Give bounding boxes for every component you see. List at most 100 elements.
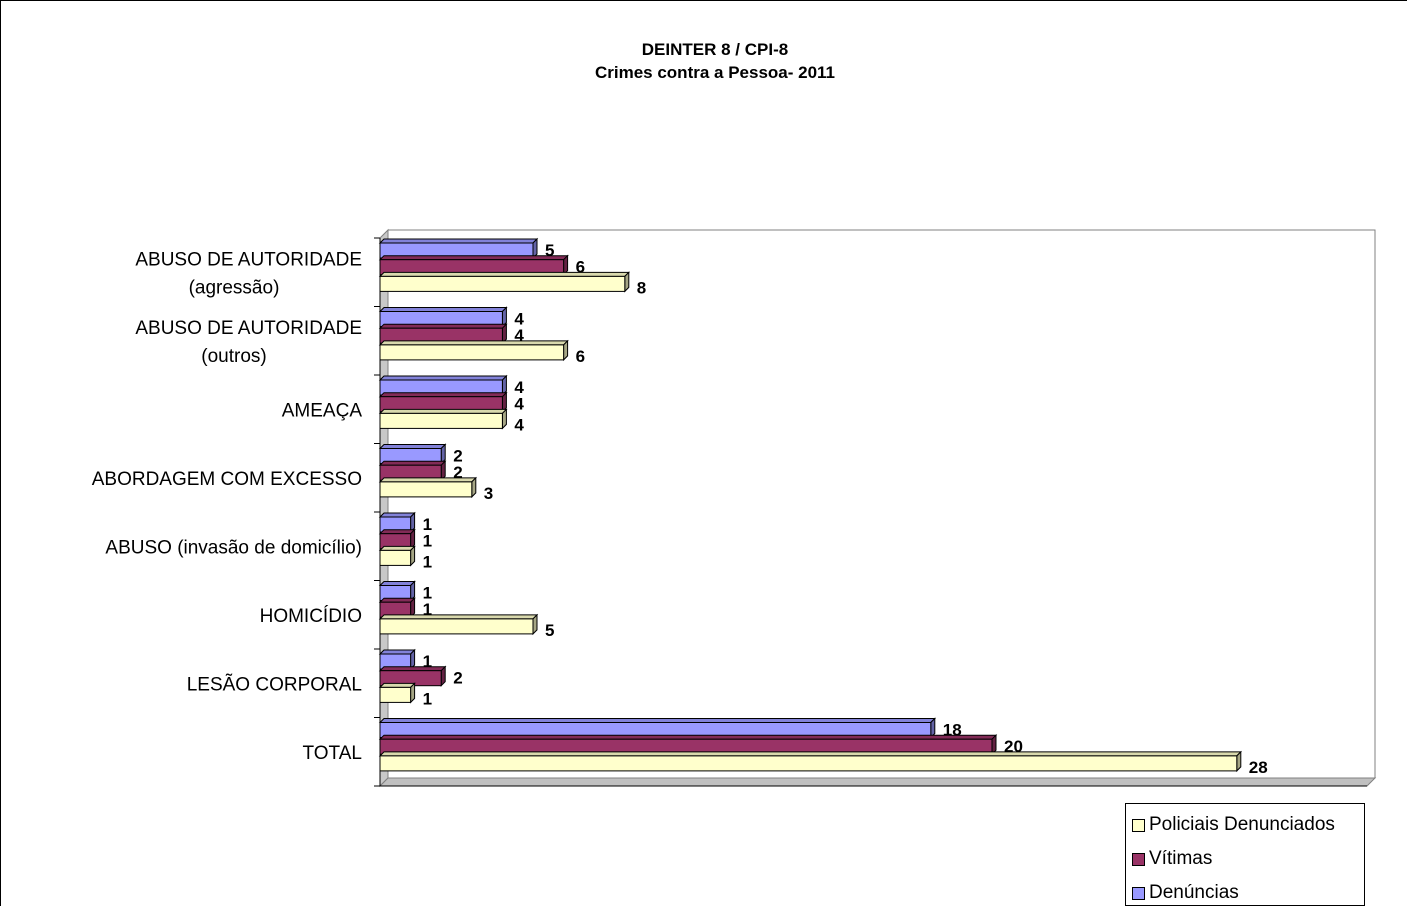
bar-end-face — [440, 443, 446, 465]
bar-end-face — [471, 476, 477, 499]
value-label: 4 — [514, 310, 524, 329]
value-label: 4 — [514, 378, 524, 397]
bar-top-face — [378, 340, 569, 346]
category-label: TOTAL — [303, 743, 362, 764]
legend-item: Policiais Denunciados — [1126, 808, 1364, 842]
value-label: 5 — [545, 241, 554, 260]
value-label: 6 — [576, 347, 585, 366]
bar-end-face — [410, 648, 416, 671]
bar — [379, 412, 503, 429]
bar-top-face — [378, 751, 1243, 757]
bar-top-face — [378, 682, 416, 688]
value-label: 1 — [423, 584, 432, 603]
value-label: 1 — [423, 652, 432, 671]
chart-title-block: DEINTER 8 / CPI-8 Crimes contra a Pessoa… — [0, 38, 1407, 84]
value-label: 28 — [1249, 758, 1268, 777]
category-label: AMEAÇA — [282, 400, 363, 421]
bar-end-face — [410, 580, 416, 602]
bar — [379, 344, 565, 361]
category-label: LESÃO CORPORAL — [187, 673, 362, 695]
floor — [378, 777, 1377, 787]
bar-top-face — [378, 323, 508, 329]
category-label: ABUSO DE AUTORIDADE (agressão) — [135, 249, 362, 298]
bar-top-face — [378, 444, 447, 449]
bar-end-face — [532, 237, 538, 260]
bar-end-face — [410, 682, 416, 704]
legend: Policiais Denunciados Vítimas Denúncias — [1125, 803, 1365, 906]
legend-label: Denúncias — [1149, 882, 1239, 903]
bar-end-face — [440, 459, 446, 482]
bar — [379, 755, 1238, 772]
bar-top-face — [378, 512, 416, 518]
bar-top-face — [378, 238, 539, 244]
chart-subtitle: Crimes contra a Pessoa- 2011 — [594, 63, 836, 82]
category-label: HOMICÍDIO — [260, 606, 362, 627]
bar — [379, 481, 473, 498]
bar-top-face — [378, 477, 478, 483]
bar-top-face — [378, 271, 631, 277]
value-label: 1 — [423, 689, 432, 708]
bar-top-face — [378, 408, 508, 414]
bar-top-face — [378, 392, 508, 398]
value-label: 3 — [484, 484, 493, 503]
bar-top-face — [378, 718, 937, 723]
bar-end-face — [410, 511, 416, 534]
bar-top-face — [378, 307, 508, 312]
legend-label: Vítimas — [1149, 848, 1213, 869]
legend-item: Denúncias — [1126, 876, 1364, 910]
bar-end-face — [991, 733, 997, 756]
chart-title: DEINTER 8 / CPI-8 — [641, 40, 789, 59]
legend-label: Policiais Denunciados — [1149, 814, 1335, 835]
bar-top-face — [378, 529, 416, 535]
category-label: ABORDAGEM COM EXCESSO — [92, 469, 362, 490]
bar-end-face — [410, 596, 416, 619]
value-label: 1 — [423, 532, 432, 551]
bar — [379, 686, 412, 703]
bar-top-face — [378, 734, 998, 740]
value-label: 1 — [423, 552, 432, 571]
bar-top-face — [378, 614, 539, 620]
legend-swatch — [1132, 886, 1145, 900]
value-label: 4 — [514, 326, 524, 345]
bar-end-face — [563, 339, 569, 362]
category-label: ABUSO DE AUTORIDADE (outros) — [135, 318, 362, 367]
bar-top-face — [378, 666, 447, 672]
value-label: 1 — [423, 515, 432, 534]
bar-top-face — [378, 581, 416, 586]
bar-end-face — [532, 613, 538, 636]
value-label: 2 — [453, 463, 462, 482]
bar-end-face — [501, 408, 507, 430]
bar-end-face — [501, 322, 507, 345]
bar — [379, 549, 412, 566]
bar-end-face — [563, 254, 569, 276]
value-label: 1 — [423, 600, 432, 619]
bar-end-face — [410, 528, 416, 550]
value-label: 2 — [453, 669, 462, 688]
category-label: ABUSO (invasão de domicílio) — [105, 537, 362, 558]
bar-end-face — [624, 271, 630, 293]
bar-end-face — [440, 665, 446, 687]
bar-end-face — [501, 306, 507, 328]
value-label: 6 — [576, 258, 585, 277]
bar-top-face — [378, 255, 569, 261]
bar — [379, 275, 626, 292]
bar — [379, 618, 534, 635]
bar-top-face — [378, 649, 416, 655]
legend-item: Vítimas — [1126, 842, 1364, 876]
bar-top-face — [378, 375, 508, 381]
bar-end-face — [410, 545, 416, 567]
legend-swatch — [1132, 852, 1145, 866]
value-label: 4 — [514, 395, 524, 414]
back-wall — [387, 229, 1376, 779]
bar-top-face — [378, 545, 416, 551]
bar-end-face — [930, 717, 936, 739]
bar-top-face — [378, 460, 447, 466]
value-label: 4 — [514, 415, 524, 434]
value-label: 2 — [453, 447, 462, 466]
bar-top-face — [378, 597, 416, 603]
legend-swatch — [1132, 818, 1145, 832]
value-label: 5 — [545, 621, 554, 640]
bar-end-face — [501, 374, 507, 397]
